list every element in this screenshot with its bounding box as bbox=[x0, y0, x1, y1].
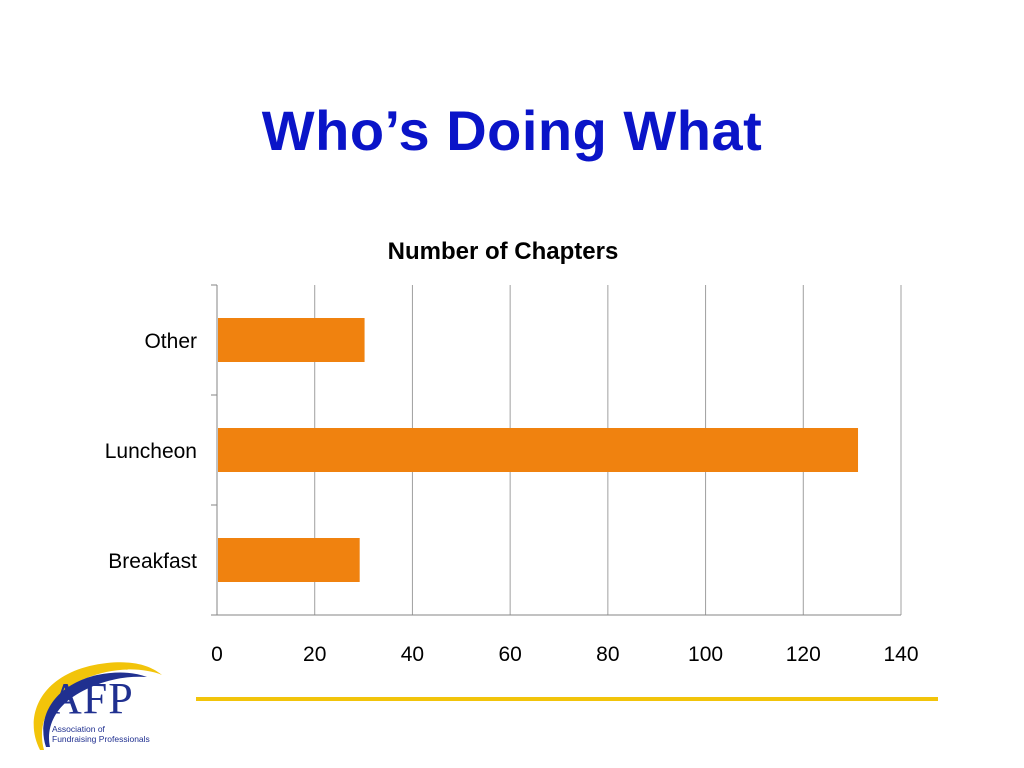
x-tick-label: 40 bbox=[401, 643, 424, 666]
x-tick-label: 120 bbox=[786, 643, 821, 666]
x-tick-label: 60 bbox=[498, 643, 521, 666]
x-tick-label: 20 bbox=[303, 643, 326, 666]
labels: 0 20 40 60 80 100 120 140 Other Luncheon Breakfast bbox=[105, 330, 919, 666]
x-tick-label: 140 bbox=[883, 643, 918, 666]
bar bbox=[218, 538, 360, 582]
logo-swoosh-icon bbox=[33, 662, 162, 750]
bars bbox=[218, 318, 859, 582]
slide-title: Who’s Doing What bbox=[261, 99, 763, 162]
category-label: Breakfast bbox=[108, 550, 197, 573]
category-label: Luncheon bbox=[105, 440, 197, 463]
x-tick-label: 0 bbox=[211, 643, 223, 666]
logo-subtitle-line2: Fundraising Professionals bbox=[52, 733, 150, 744]
logo-subtitle: Association of Fundraising Professionals bbox=[52, 724, 182, 745]
logo-text: AFP bbox=[50, 674, 134, 723]
x-tick-label: 100 bbox=[688, 643, 723, 666]
logo-subtitle-line1: Association of bbox=[52, 724, 105, 734]
chart-title: Number of Chapters bbox=[388, 238, 619, 265]
axes bbox=[211, 284, 901, 616]
x-tick-label: 80 bbox=[596, 643, 619, 666]
bar bbox=[218, 318, 365, 362]
divider-line bbox=[196, 697, 938, 701]
afp-logo: AFP Association of Fundraising Professio… bbox=[22, 655, 172, 755]
bar bbox=[218, 428, 859, 472]
category-label: Other bbox=[144, 330, 197, 353]
